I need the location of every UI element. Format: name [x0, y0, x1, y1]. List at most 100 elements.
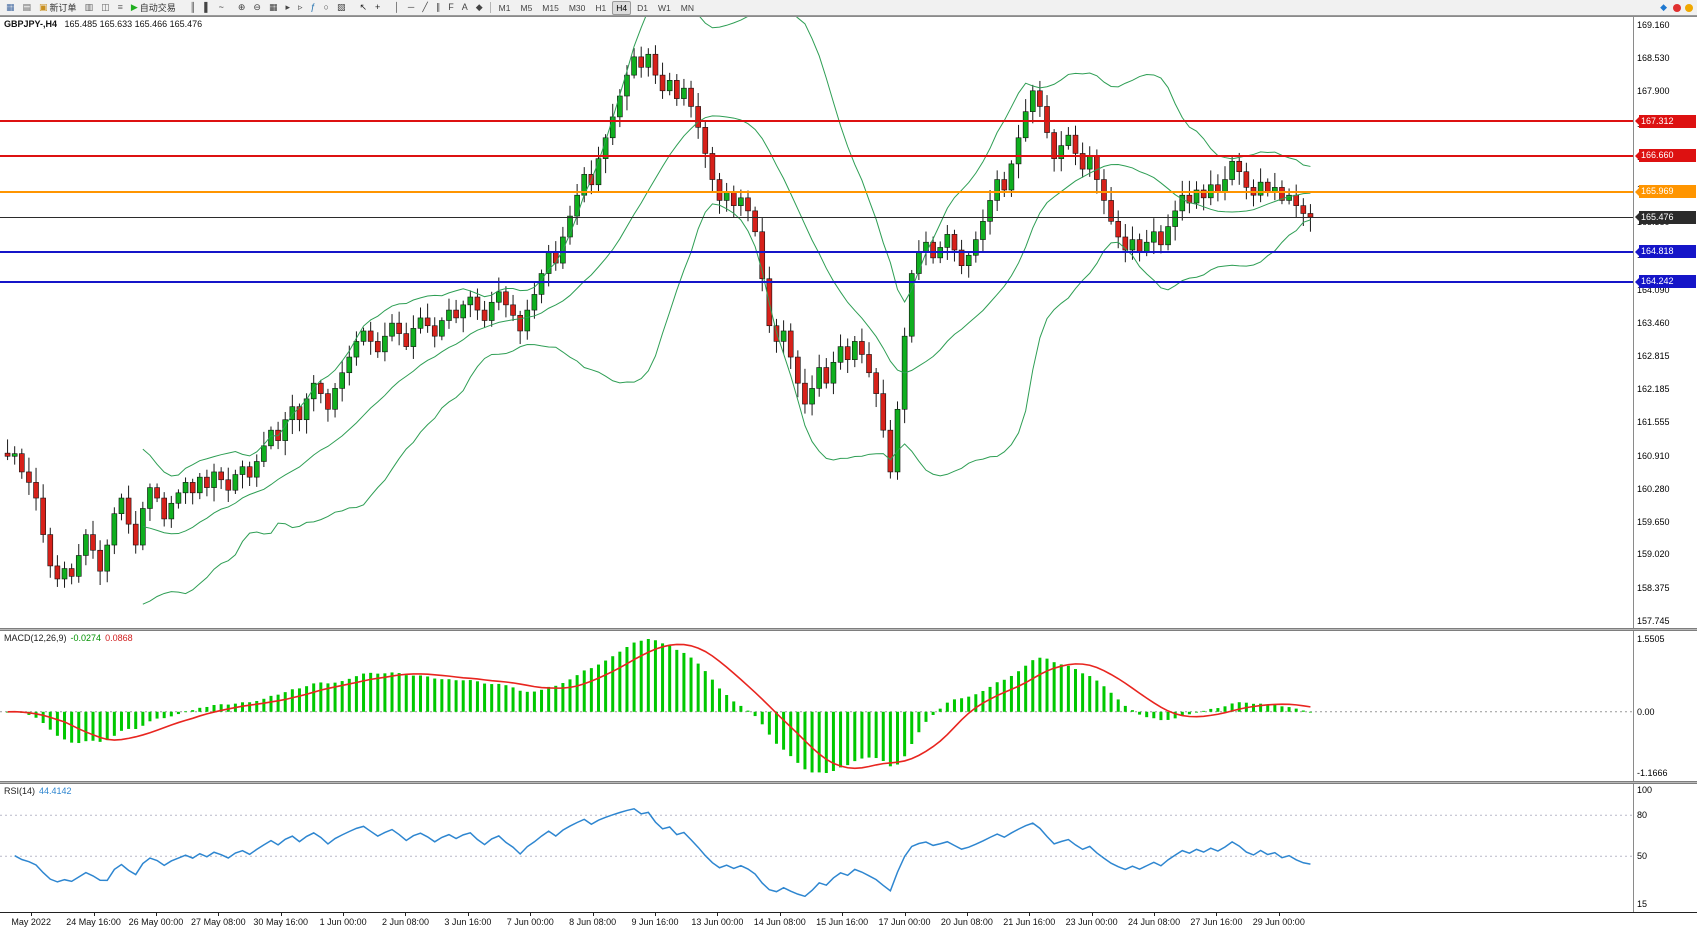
trendline-icon[interactable]: ╱ [419, 1, 430, 14]
price-level-line[interactable] [0, 280, 1633, 283]
price-level-line[interactable] [0, 216, 1633, 218]
price-badge: 165.476 [1635, 210, 1696, 224]
cursor-icon[interactable]: ↖ [356, 1, 370, 14]
price-level-line[interactable] [0, 154, 1633, 157]
macd-axis-zero: 0.00 [1637, 706, 1655, 717]
panel-separator[interactable] [0, 781, 1697, 784]
bars-chart-icon: ║ [189, 2, 197, 12]
status-alert-icon[interactable] [1673, 3, 1681, 12]
text-icon[interactable]: A [459, 1, 471, 14]
time-axis-label: 13 Jun 00:00 [691, 917, 744, 927]
channel-icon[interactable]: ∥ [433, 1, 444, 14]
rsi-svg [0, 807, 1633, 898]
price-axis-label: 157.745 [1637, 616, 1670, 626]
community-icon[interactable]: ◆ [1660, 2, 1667, 12]
text-icon: A [461, 2, 468, 12]
macd-value-2: 0.0868 [105, 633, 133, 643]
time-axis-label: 26 May 00:00 [128, 917, 184, 927]
fibonacci-icon: F [448, 2, 454, 12]
price-axis[interactable]: 169.160168.530167.900167.270166.640166.0… [1633, 17, 1697, 628]
bars-chart-icon[interactable]: ║ [187, 1, 199, 14]
rsi-panel: RSI(14) 44.4142 100 80 50 15 [0, 784, 1697, 912]
rsi-axis[interactable]: 100 80 50 15 [1633, 784, 1697, 912]
timeframe-m5-button[interactable]: M5 [520, 2, 533, 13]
time-axis-label: 27 Jun 16:00 [1190, 917, 1243, 927]
price-axis-label: 164.090 [1637, 284, 1670, 295]
time-axis-label: 2 Jun 08:00 [381, 917, 429, 927]
toolbar-right: ◆ [1656, 1, 1695, 14]
chart-shift-icon[interactable]: ▹ [295, 1, 306, 14]
new-order-button[interactable]: ▣ 新订单 [36, 1, 80, 14]
main-chart-panel: GBPJPY-,H4 165.485 165.633 165.466 165.4… [0, 16, 1697, 628]
navigator-icon[interactable]: ≡ [115, 1, 126, 14]
time-tick [1029, 913, 1031, 916]
time-axis[interactable]: May 2022 24 May 16:00 26 May 00:00 27 May 0… [0, 912, 1697, 934]
auto-scroll-icon: ▸ [285, 2, 290, 12]
timeframe-w1-button[interactable]: W1 [658, 2, 671, 13]
price-axis-label: 163.460 [1637, 317, 1670, 328]
timeframe-m1-button[interactable]: M1 [498, 2, 511, 13]
panel-separator[interactable] [0, 628, 1697, 631]
time-tick [717, 913, 719, 916]
line-chart-icon[interactable]: ~ [216, 1, 227, 14]
time-tick [467, 913, 469, 916]
menu-window-icon[interactable]: ▦ [3, 1, 18, 14]
time-tick [842, 913, 844, 916]
price-badge-arrow [1635, 247, 1639, 256]
macd-chart[interactable]: MACD(12,26,9) -0.0274 0.0868 [0, 631, 1633, 781]
time-axis-label: 23 Jun 00:00 [1065, 917, 1118, 927]
indicators-icon[interactable]: ƒ [308, 1, 319, 14]
candlestick-chart[interactable]: GBPJPY-,H4 165.485 165.633 165.466 165.4… [0, 17, 1633, 628]
macd-value-1: -0.0274 [70, 633, 102, 643]
indicators-icon: ƒ [310, 2, 316, 12]
timeframe-m15-button[interactable]: M15 [542, 2, 559, 13]
price-level-line[interactable] [0, 120, 1633, 123]
horizontal-line-icon[interactable]: ─ [405, 1, 417, 14]
zoom-in-icon[interactable]: ⊕ [235, 1, 249, 14]
tile-windows-icon[interactable]: ▦ [266, 1, 281, 14]
time-tick [1278, 913, 1280, 916]
crosshair-icon: + [375, 2, 381, 12]
timeframe-h1-button[interactable]: H1 [595, 2, 607, 13]
periods-icon[interactable]: ○ [321, 1, 332, 14]
zoom-out-icon[interactable]: ⊖ [250, 1, 264, 14]
time-tick [155, 913, 157, 916]
market-watch-icon[interactable]: ▥ [82, 1, 97, 14]
timeframe-mn-button[interactable]: MN [680, 2, 694, 13]
auto-scroll-icon[interactable]: ▸ [282, 1, 293, 14]
time-tick [655, 913, 656, 916]
autotrade-button[interactable]: ▶ 自动交易 [128, 1, 179, 14]
time-tick [530, 913, 532, 916]
macd-panel: MACD(12,26,9) -0.0274 0.0868 1.5505 0.00 -1.… [0, 631, 1697, 781]
rsi-axis-label: 80 [1637, 810, 1648, 821]
cursor-icon: ↖ [359, 2, 368, 12]
arrow-tools-icon[interactable]: ◆ [473, 1, 486, 14]
autotrade-button-label: 自动交易 [139, 3, 176, 13]
time-tick [218, 913, 220, 916]
time-tick [966, 913, 968, 916]
zoom-in-icon: ⊕ [237, 2, 246, 12]
chart-list-icon[interactable]: ▤ [20, 1, 35, 14]
vertical-line-icon[interactable]: │ [391, 1, 403, 14]
price-level-line[interactable] [0, 250, 1633, 253]
crosshair-icon[interactable]: + [372, 1, 383, 14]
data-window-icon[interactable]: ◫ [98, 1, 113, 14]
templates-icon[interactable]: ▧ [334, 1, 349, 14]
time-tick [1216, 913, 1218, 916]
time-axis-label: 29 Jun 00:00 [1252, 917, 1305, 927]
candles-chart-icon[interactable]: ▌ [201, 1, 213, 14]
timeframe-m30-button[interactable]: M30 [568, 2, 586, 13]
trendline-icon: ╱ [422, 2, 428, 12]
timeframe-d1-button[interactable]: D1 [637, 2, 649, 13]
status-warning-icon[interactable] [1685, 3, 1693, 12]
time-axis-label: 3 Jun 16:00 [444, 917, 492, 927]
macd-axis[interactable]: 1.5505 0.00 -1.1666 [1633, 631, 1697, 781]
timeframe-h4-button[interactable]: H4 [612, 0, 632, 15]
fibonacci-icon[interactable]: F [445, 1, 457, 14]
time-axis-label: 8 Jun 08:00 [569, 917, 617, 927]
time-tick [592, 913, 594, 916]
rsi-axis-label: 50 [1637, 851, 1648, 862]
price-level-line[interactable] [0, 190, 1633, 193]
rsi-chart[interactable]: RSI(14) 44.4142 [0, 784, 1633, 912]
